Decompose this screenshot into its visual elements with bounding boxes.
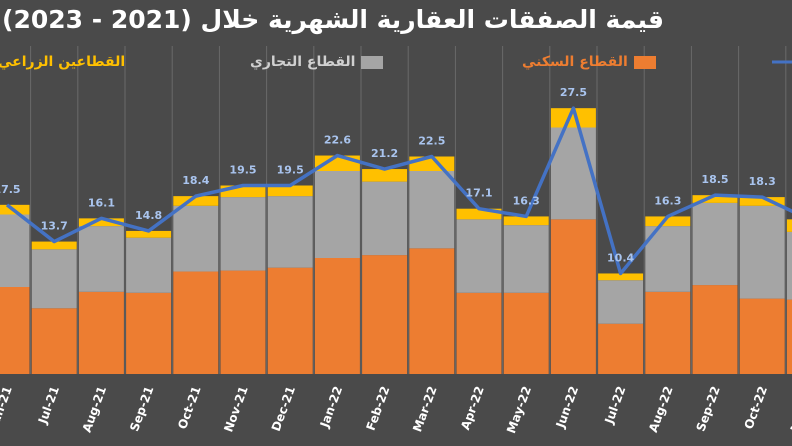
x-tick-label-Sep-21: Sep-21	[127, 384, 156, 433]
bar-May-22-series-0	[503, 292, 549, 374]
bar-Apr-22-series-0	[456, 292, 502, 374]
bar-Aug-21-series-2	[78, 218, 124, 227]
bar-Jul-21-series-1	[31, 249, 77, 309]
data-label-Jun-21: 17.5	[0, 183, 21, 196]
data-label-Nov-21: 19.5	[229, 164, 256, 177]
bar-Feb-22-series-2	[362, 169, 408, 182]
data-label-Oct-21: 18.4	[182, 174, 209, 187]
data-label-Dec-21: 19.5	[277, 164, 304, 177]
bar-Jun-22-series-0	[550, 219, 596, 374]
bar-Oct-22-series-2	[739, 197, 785, 206]
bar-Aug-21-series-0	[78, 291, 124, 374]
legend-item-commercial: القطاع التجاري	[250, 52, 384, 72]
bar-Jul-21-series-2	[31, 241, 77, 250]
legend-label-commercial: القطاع التجاري	[250, 54, 356, 70]
bar-Jan-22-series-2	[314, 155, 360, 171]
data-label-Jul-21: 13.7	[41, 220, 68, 233]
bar-Jul-21-series-0	[31, 308, 77, 374]
bar-Jan-22-series-0	[314, 258, 360, 374]
bar-Oct-22-series-1	[739, 205, 785, 299]
bar-Jul-22-series-1	[598, 280, 644, 324]
legend-swatch-commercial	[361, 55, 384, 69]
bar-Sep-22-series-1	[692, 202, 738, 286]
bar-Nov-21-series-2	[220, 185, 266, 198]
bar-Nov-21-series-1	[220, 197, 266, 271]
bar-Jul-22-series-2	[598, 273, 644, 281]
x-tick-label-Dec-21: Dec-21	[269, 384, 298, 433]
x-tick-label-Jun-22: Jun-22	[553, 384, 581, 430]
bar-Oct-21-series-1	[173, 205, 219, 272]
data-label-Aug-22: 16.3	[654, 194, 681, 207]
bar-Jun-22-series-2	[550, 108, 596, 128]
bar-Sep-21-series-2	[126, 230, 172, 238]
x-tick-label-Mar-22: Mar-22	[410, 384, 439, 434]
bar-Nov-22-series-2	[786, 219, 792, 232]
data-label-Jul-22: 10.4	[607, 251, 634, 264]
data-label-Mar-22: 22.5	[418, 135, 445, 148]
legend-item-residential: القطاع السكني	[522, 52, 656, 72]
x-tick-label-Aug-21: Aug-21	[80, 384, 110, 434]
x-tick-label-Nov-22: Nov-22	[788, 384, 792, 434]
x-tick-label-Jun-21: Jun-21	[0, 384, 15, 430]
bar-Mar-22-series-1	[409, 171, 455, 249]
bar-Jan-22-series-1	[314, 171, 360, 258]
data-label-Aug-21: 16.1	[88, 196, 115, 209]
x-tick-label-Jan-22: Jan-22	[317, 384, 345, 430]
legend-item-agricultural: القطاعين الزراعي	[0, 52, 125, 72]
bar-Jun-21-series-0	[0, 287, 30, 374]
bar-Dec-21-series-0	[267, 267, 313, 374]
bar-Oct-21-series-2	[173, 196, 219, 206]
bar-Apr-22-series-2	[456, 208, 502, 220]
data-label-Sep-22: 18.5	[701, 173, 728, 186]
data-label-May-22: 16.3	[513, 194, 540, 207]
bar-May-22-series-2	[503, 216, 549, 226]
legend-line-marker	[772, 60, 792, 64]
bar-Apr-22-series-1	[456, 219, 502, 293]
data-label-Jan-22: 22.6	[324, 134, 351, 147]
bar-Jun-21-series-1	[0, 214, 30, 287]
x-tick-label-Oct-22: Oct-22	[742, 384, 770, 431]
legend-label-residential: القطاع السكني	[522, 54, 628, 70]
x-tick-label-Feb-22: Feb-22	[363, 384, 392, 432]
bar-Sep-21-series-0	[126, 292, 172, 374]
x-tick-label-Jul-21: Jul-21	[35, 384, 62, 426]
bar-Feb-22-series-0	[362, 255, 408, 374]
bar-Aug-22-series-2	[645, 216, 691, 227]
bar-Dec-21-series-2	[267, 185, 313, 197]
x-tick-label-Aug-22: Aug-22	[646, 384, 676, 434]
bar-Dec-21-series-1	[267, 196, 313, 268]
bar-Feb-22-series-1	[362, 181, 408, 256]
bar-Nov-22-series-0	[786, 299, 792, 374]
bar-Oct-21-series-0	[173, 271, 219, 374]
bar-Aug-22-series-0	[645, 291, 691, 374]
data-label-Feb-22: 21.2	[371, 147, 398, 160]
x-tick-label-Nov-21: Nov-21	[221, 384, 251, 434]
total-line	[5, 106, 792, 276]
bar-Nov-21-series-0	[220, 270, 266, 374]
bar-Jul-22-series-0	[598, 323, 644, 374]
data-label-Sep-21: 14.8	[135, 209, 162, 222]
bar-May-22-series-1	[503, 225, 549, 293]
x-tick-label-Jul-22: Jul-22	[602, 384, 629, 426]
bar-Sep-22-series-2	[692, 195, 738, 203]
x-tick-label-May-22: May-22	[504, 384, 534, 435]
legend-label-agricultural: القطاعين الزراعي	[0, 54, 126, 70]
bar-Sep-21-series-1	[126, 237, 172, 293]
chart-title: قيمة الصفقات العقارية الشهرية خلال (2021…	[2, 5, 665, 34]
legend-swatch-residential	[633, 55, 656, 69]
bar-Mar-22-series-0	[409, 248, 455, 374]
x-tick-label-Oct-21: Oct-21	[175, 384, 203, 431]
bar-Oct-22-series-0	[739, 298, 785, 374]
data-label-Apr-22: 17.1	[465, 187, 492, 200]
x-tick-label-Apr-22: Apr-22	[458, 384, 487, 432]
data-label-Oct-22: 18.3	[749, 175, 776, 188]
bar-Sep-22-series-0	[692, 285, 738, 374]
bar-Nov-22-series-1	[786, 231, 792, 300]
data-label-Jun-22: 27.5	[560, 86, 587, 99]
bar-Aug-21-series-1	[78, 226, 124, 292]
chart-legend: القطاع السكني القطاع التجاري القطاعين ال…	[0, 52, 792, 72]
x-tick-label-Sep-22: Sep-22	[694, 384, 723, 433]
